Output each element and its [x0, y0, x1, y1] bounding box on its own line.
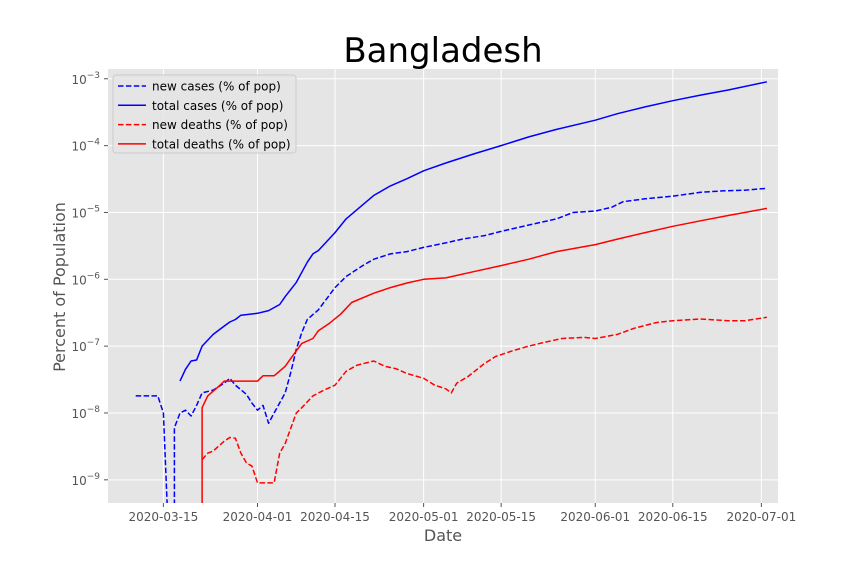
legend: new cases (% of pop) total cases (% of po…: [112, 74, 297, 154]
y-axis-ticks: 10−9 10−8 10−7 10−6 10−5 10−4 10−3: [71, 71, 108, 488]
x-tick-label: 2020-06-15: [638, 510, 708, 524]
series-line-1: [135, 187, 767, 503]
y-tick-label: 10−5: [71, 204, 100, 220]
legend-label: new deaths (% of pop): [152, 118, 288, 132]
y-tick-label: 10−3: [71, 71, 100, 87]
series-line-3: [201, 316, 768, 484]
legend-label: new cases (% of pop): [152, 80, 281, 94]
chart-title: Bangladesh: [343, 31, 542, 71]
y-tick-label: 10−6: [71, 271, 100, 287]
x-axis-label: Date: [424, 526, 462, 545]
x-tick-label: 2020-07-01: [727, 510, 797, 524]
grid-lines: [108, 69, 778, 503]
y-tick-label: 10−9: [71, 472, 100, 488]
x-tick-label: 2020-03-15: [128, 510, 198, 524]
x-tick-label: 2020-06-01: [560, 510, 630, 524]
y-axis-label: Percent of Population: [50, 202, 69, 372]
x-tick-label: 2020-04-15: [300, 510, 370, 524]
x-tick-label: 2020-04-01: [223, 510, 293, 524]
x-tick-label: 2020-05-15: [466, 510, 536, 524]
y-tick-label: 10−4: [71, 138, 100, 154]
series-line-4: [201, 207, 768, 503]
x-tick-label: 2020-05-01: [389, 510, 459, 524]
y-tick-label: 10−8: [71, 405, 100, 421]
series-line-2: [179, 81, 768, 382]
series-group: [135, 81, 768, 503]
x-axis-ticks: 2020-03-15 2020-04-01 2020-04-15 2020-05-01…: [128, 503, 796, 524]
legend-label: total cases (% of pop): [152, 99, 283, 113]
legend-box: [112, 74, 297, 154]
y-tick-label: 10−7: [71, 338, 100, 354]
legend-label: total deaths (% of pop): [152, 137, 291, 151]
